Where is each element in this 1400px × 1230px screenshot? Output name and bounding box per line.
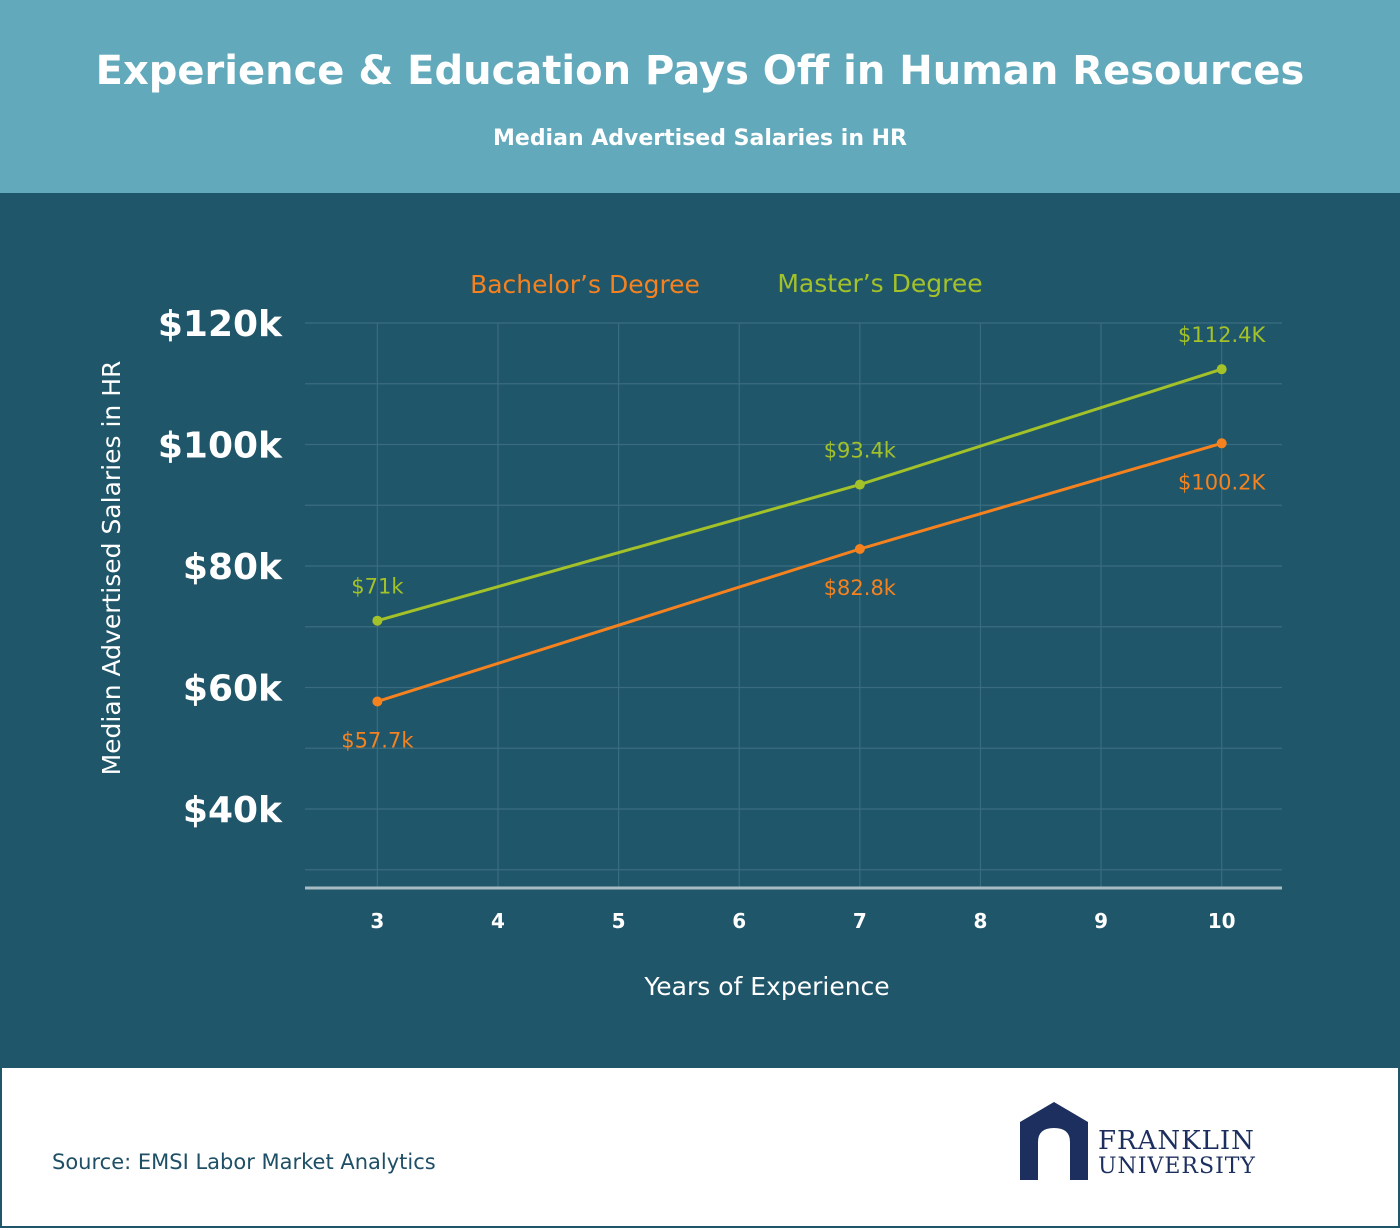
- x-axis-title: Years of Experience: [643, 972, 889, 1001]
- x-tick-label: 8: [973, 909, 987, 933]
- bachelors-point: [854, 544, 865, 554]
- franklin-logo: FRANKLIN UNIVERSITY: [1020, 1102, 1270, 1182]
- legend-masters: Master’s Degree: [777, 269, 982, 298]
- y-tick-label: $80k: [183, 547, 283, 588]
- x-tick-label: 3: [370, 909, 384, 933]
- y-axis-title: Median Advertised Salaries in HR: [97, 361, 126, 776]
- x-tick-label: 6: [732, 909, 746, 933]
- line-chart: $40k $60k $80k $100k $120k 3 4 5 6 7 8 9 10 Years of …: [97, 269, 1282, 1001]
- x-tick-label: 10: [1208, 909, 1236, 933]
- bachelors-point: [372, 696, 383, 707]
- bachelors-data-label: $57.7k: [341, 728, 414, 752]
- franklin-arch-icon: [1020, 1102, 1088, 1180]
- chart-panel: $40k $60k $80k $100k $120k 3 4 5 6 7 8 9 10 Years of …: [0, 193, 1400, 1068]
- source-note: Source: EMSI Labor Market Analytics: [52, 1150, 436, 1174]
- footer: Source: EMSI Labor Market Analytics FRAN…: [0, 1068, 1400, 1228]
- x-tick-label: 5: [612, 909, 626, 933]
- masters-point: [1216, 364, 1227, 375]
- y-tick-label: $60k: [183, 669, 283, 710]
- y-tick-label: $40k: [183, 790, 283, 831]
- masters-data-label: $93.4k: [824, 439, 897, 463]
- y-tick-label: $120k: [158, 304, 283, 345]
- x-tick-label: 7: [853, 909, 867, 933]
- page-title: Experience & Education Pays Off in Human…: [95, 48, 1305, 94]
- bachelors-point: [1216, 438, 1227, 449]
- bachelors-line: [376, 441, 1223, 703]
- logo-line-franklin: FRANKLIN: [1098, 1126, 1255, 1156]
- y-tick-label: $100k: [158, 426, 283, 467]
- legend-bachelors: Bachelor’s Degree: [470, 270, 700, 299]
- bachelors-data-label: $100.2K: [1178, 470, 1266, 494]
- masters-point: [372, 615, 383, 626]
- x-tick-label: 9: [1094, 909, 1108, 933]
- header-banner: Experience & Education Pays Off in Human…: [0, 0, 1400, 193]
- x-tick-label: 4: [491, 909, 505, 933]
- page-subtitle: Median Advertised Salaries in HR: [493, 126, 907, 151]
- logo-line-university: UNIVERSITY: [1098, 1154, 1256, 1179]
- masters-point: [854, 479, 865, 490]
- bachelors-data-label: $82.8k: [824, 576, 897, 600]
- masters-line: [376, 367, 1223, 623]
- masters-data-label: $71k: [351, 575, 404, 599]
- masters-data-label: $112.4K: [1178, 323, 1266, 347]
